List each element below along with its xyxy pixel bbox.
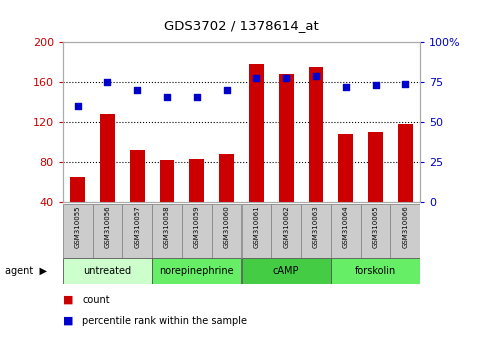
Point [253, 75, 260, 80]
Text: GSM310065: GSM310065 [372, 205, 379, 248]
Bar [182, 204, 212, 258]
Text: GDS3702 / 1378614_at: GDS3702 / 1378614_at [164, 19, 319, 33]
Text: GSM310064: GSM310064 [343, 205, 349, 248]
Bar [212, 204, 242, 258]
Bar [242, 258, 331, 284]
Text: GSM310059: GSM310059 [194, 205, 200, 248]
Bar [309, 67, 324, 202]
Bar [331, 204, 361, 258]
Point [163, 94, 171, 99]
Point [401, 81, 409, 87]
Bar [338, 134, 353, 202]
Text: GSM310055: GSM310055 [75, 205, 81, 248]
Bar [331, 258, 420, 284]
Text: agent  ▶: agent ▶ [5, 266, 47, 276]
Bar [100, 114, 115, 202]
Text: ■: ■ [63, 316, 73, 326]
Bar [152, 204, 182, 258]
Bar [130, 150, 145, 202]
Bar [63, 258, 152, 284]
Text: GSM310062: GSM310062 [283, 205, 289, 248]
Bar [159, 160, 174, 202]
Bar [70, 177, 85, 202]
Bar [279, 74, 294, 202]
Point [372, 82, 380, 88]
Bar [122, 204, 152, 258]
Text: ■: ■ [63, 295, 73, 305]
Point [133, 87, 141, 93]
Text: GSM310061: GSM310061 [254, 205, 259, 248]
Text: GSM310057: GSM310057 [134, 205, 140, 248]
Point [342, 84, 350, 90]
Point [104, 80, 112, 85]
Bar [398, 124, 413, 202]
Text: cAMP: cAMP [273, 266, 299, 276]
Text: untreated: untreated [84, 266, 131, 276]
Text: GSM310060: GSM310060 [224, 205, 229, 248]
Bar [390, 204, 420, 258]
Bar [368, 132, 383, 202]
Bar [271, 204, 301, 258]
Bar [189, 159, 204, 202]
Text: GSM310058: GSM310058 [164, 205, 170, 248]
Point [223, 87, 230, 93]
Bar [63, 204, 93, 258]
Bar [152, 258, 242, 284]
Text: forskolin: forskolin [355, 266, 396, 276]
Point [74, 103, 82, 109]
Bar [301, 204, 331, 258]
Text: GSM310066: GSM310066 [402, 205, 408, 248]
Text: count: count [82, 295, 110, 305]
Bar [361, 204, 390, 258]
Text: GSM310063: GSM310063 [313, 205, 319, 248]
Bar [219, 154, 234, 202]
Point [193, 94, 201, 99]
Bar [93, 204, 122, 258]
Text: percentile rank within the sample: percentile rank within the sample [82, 316, 247, 326]
Text: GSM310056: GSM310056 [104, 205, 111, 248]
Point [282, 75, 290, 80]
Text: norepinephrine: norepinephrine [159, 266, 234, 276]
Bar [249, 64, 264, 202]
Bar [242, 204, 271, 258]
Point [312, 73, 320, 79]
